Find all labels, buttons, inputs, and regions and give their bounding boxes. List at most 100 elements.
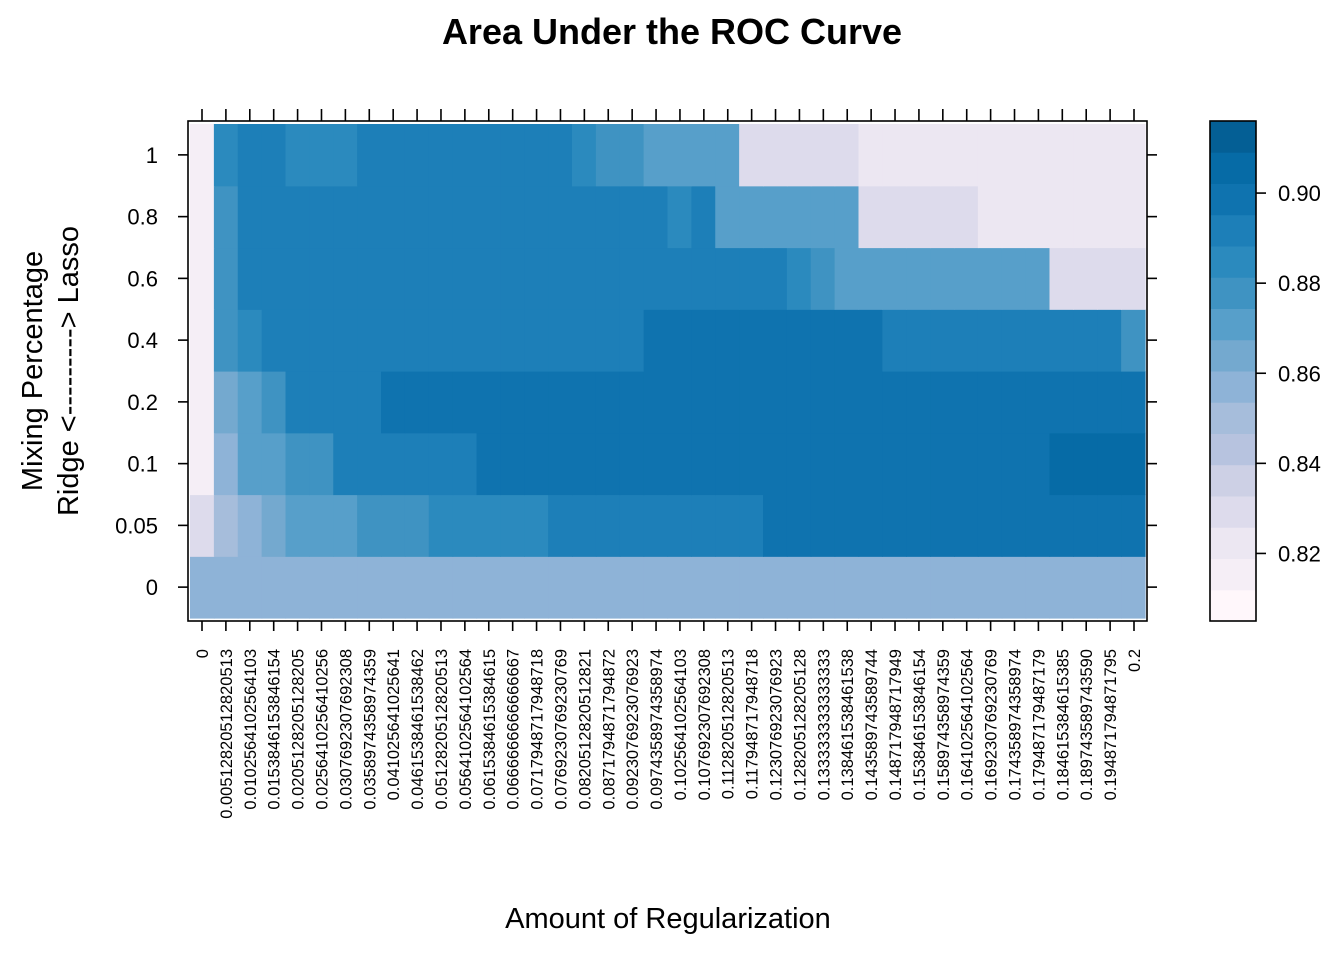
heatmap-cell <box>667 432 692 496</box>
heatmap-cell <box>548 124 573 187</box>
heatmap-cell <box>285 556 310 619</box>
x-tick-label: 0.184615384615385 <box>1054 649 1072 800</box>
heatmap-cell <box>595 494 621 557</box>
heatmap-cell <box>500 371 525 434</box>
heatmap-cells <box>190 124 1146 619</box>
heatmap-cell <box>213 556 239 619</box>
heatmap-cell <box>404 432 430 496</box>
colorbar-swatch <box>1210 308 1256 341</box>
heatmap-cell <box>619 371 645 434</box>
heatmap-cell <box>548 371 573 434</box>
heatmap-cell <box>357 556 382 619</box>
x-axis: 0 0.00512820512820513 0.0102564102564103 0.… <box>194 109 1144 819</box>
heatmap-cell <box>333 185 358 249</box>
heatmap-cell <box>237 371 263 434</box>
heatmap-cell <box>643 371 669 434</box>
heatmap-cell <box>1097 247 1122 310</box>
heatmap-cell <box>452 247 478 310</box>
heatmap-cell <box>906 309 931 372</box>
heatmap-cell <box>930 309 955 372</box>
heatmap-cell <box>548 494 573 557</box>
heatmap-cell <box>954 556 979 619</box>
x-tick-label: 0.0666666666666667 <box>505 649 523 810</box>
heatmap-cell <box>1025 185 1051 249</box>
x-tick-label: 0.0769230769230769 <box>552 649 570 810</box>
heatmap-cell <box>954 185 979 249</box>
heatmap-cell <box>595 371 621 434</box>
heatmap-cell <box>1025 371 1051 434</box>
heatmap-cell <box>930 371 955 434</box>
heatmap-cell <box>357 124 382 187</box>
x-tick-label: 0.138461538461538 <box>839 649 857 800</box>
colorbar-tick-label: 0.84 <box>1278 451 1321 476</box>
heatmap-cell <box>739 247 764 310</box>
heatmap-cell <box>739 494 764 557</box>
heatmap-cell <box>954 432 979 496</box>
x-tick-label: 0.2 <box>1126 649 1144 672</box>
colorbar-swatch <box>1210 433 1256 466</box>
heatmap-cell <box>428 556 454 619</box>
heatmap-cell <box>1049 371 1074 434</box>
heatmap-cell <box>977 309 1003 372</box>
plot-frame <box>187 120 1148 622</box>
heatmap-cell <box>1121 124 1146 187</box>
heatmap-cell <box>810 247 836 310</box>
heatmap-cell <box>1073 371 1098 434</box>
heatmap-cell <box>1073 556 1098 619</box>
colorbar-tick-label: 0.86 <box>1278 361 1321 386</box>
y-tick-label: 1 <box>146 143 158 168</box>
heatmap-cell <box>1049 124 1074 187</box>
heatmap-cell <box>1049 185 1074 249</box>
heatmap-cell <box>237 432 263 496</box>
heatmap-cell <box>858 556 883 619</box>
heatmap-cell <box>619 124 645 187</box>
heatmap-cell <box>524 185 549 249</box>
x-tick-label: 0.0307692307692308 <box>337 649 355 810</box>
heatmap-cell <box>858 185 883 249</box>
heatmap-cell <box>452 432 478 496</box>
heatmap-cell <box>786 185 812 249</box>
x-tick-label: 0 <box>194 649 212 658</box>
heatmap-cell <box>619 556 645 619</box>
heatmap-cell <box>810 432 836 496</box>
heatmap-cell <box>237 494 263 557</box>
heatmap-cell <box>524 247 549 310</box>
heatmap-cell <box>739 309 764 372</box>
x-tick-label: 0.148717948717949 <box>887 649 905 800</box>
heatmap-cell <box>739 371 764 434</box>
heatmap-cell <box>763 432 788 496</box>
heatmap-cell <box>428 494 454 557</box>
heatmap-cell <box>476 556 501 619</box>
heatmap-cell <box>1001 432 1027 496</box>
heatmap-cell <box>190 247 215 310</box>
heatmap-cell <box>572 371 597 434</box>
heatmap-cell <box>667 247 692 310</box>
heatmap-cell <box>381 371 406 434</box>
heatmap-cell <box>715 309 740 372</box>
heatmap-cell <box>1073 247 1098 310</box>
colorbar-tick-label: 0.88 <box>1278 271 1321 296</box>
x-tick-label: 0.128205128205128 <box>791 649 809 800</box>
heatmap-cell <box>452 494 478 557</box>
heatmap-cell <box>500 185 525 249</box>
heatmap-cell <box>977 494 1003 557</box>
heatmap-cell <box>404 124 430 187</box>
x-tick-label: 0.123076923076923 <box>768 649 786 800</box>
heatmap-cell <box>739 556 764 619</box>
heatmap-cell <box>619 247 645 310</box>
heatmap-cell <box>428 371 454 434</box>
y-tick-label: 0 <box>146 575 158 600</box>
heatmap-cell <box>906 432 931 496</box>
heatmap-cell <box>882 371 907 434</box>
heatmap-cell <box>452 309 478 372</box>
heatmap-cell <box>333 556 358 619</box>
heatmap-cell <box>333 247 358 310</box>
heatmap-cell <box>524 494 549 557</box>
heatmap-cell <box>213 185 239 249</box>
heatmap-cell <box>1025 432 1051 496</box>
heatmap-cell <box>548 309 573 372</box>
heatmap-cell <box>691 247 716 310</box>
heatmap-cell <box>763 124 788 187</box>
x-tick-label: 0.153846153846154 <box>911 649 929 800</box>
